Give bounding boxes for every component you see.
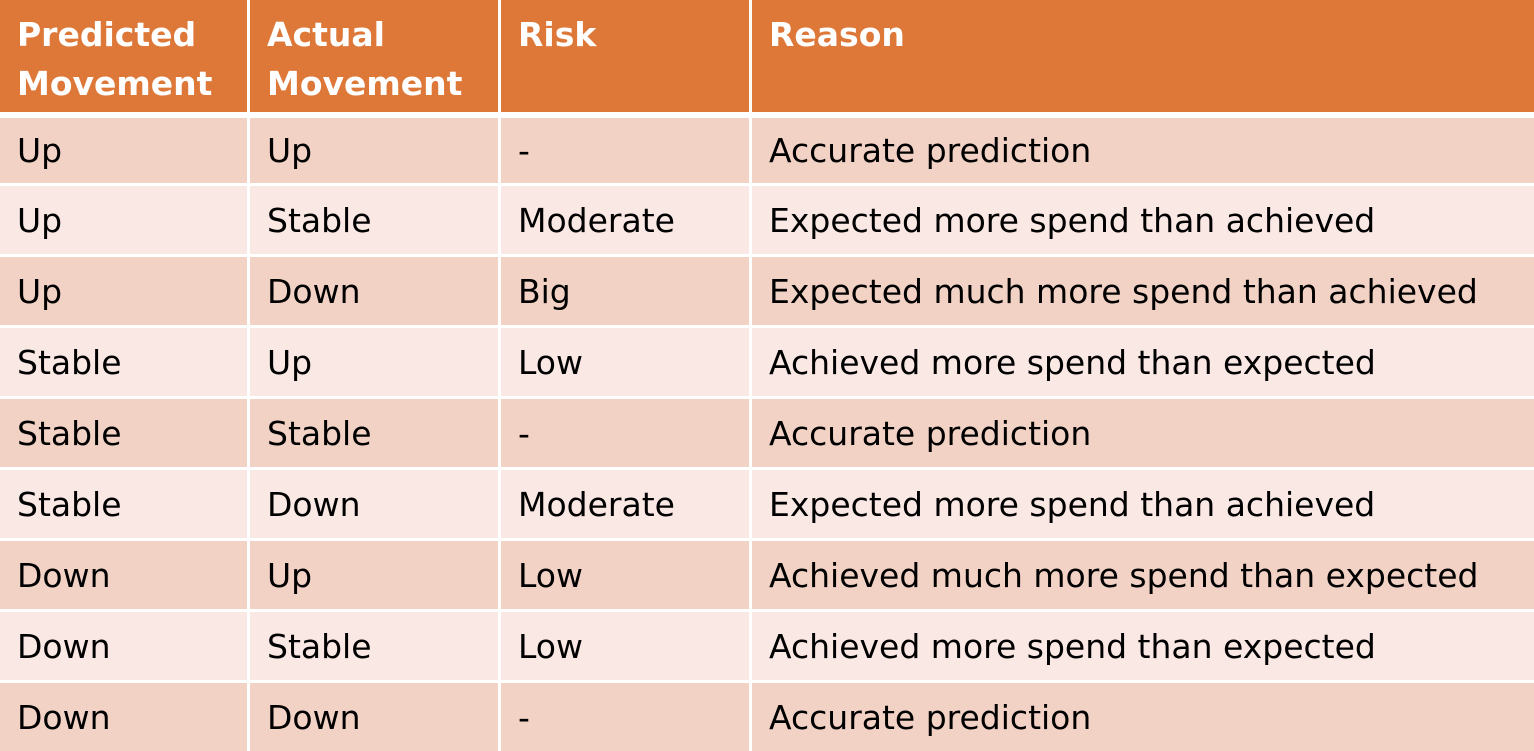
risk-cell: Low	[501, 541, 749, 609]
header-predicted-movement: Predicted Movement	[0, 0, 247, 112]
actual-movement-cell: Down	[250, 257, 498, 325]
actual-movement-cell: Stable	[250, 399, 498, 467]
predicted-movement-cell: Up	[0, 257, 247, 325]
reason-cell: Accurate prediction	[752, 399, 1534, 467]
predicted-movement-cell: Stable	[0, 328, 247, 396]
risk-cell: -	[501, 115, 749, 183]
actual-movement-cell: Down	[250, 470, 498, 538]
predicted-movement-cell: Down	[0, 683, 247, 751]
risk-cell: Moderate	[501, 186, 749, 254]
risk-cell: -	[501, 683, 749, 751]
predicted-movement-cell: Stable	[0, 399, 247, 467]
reason-cell: Expected more spend than achieved	[752, 186, 1534, 254]
actual-movement-cell: Stable	[250, 186, 498, 254]
reason-cell: Achieved much more spend than expected	[752, 541, 1534, 609]
reason-cell: Accurate prediction	[752, 115, 1534, 183]
header-reason: Reason	[752, 0, 1534, 112]
predicted-movement-cell: Up	[0, 186, 247, 254]
actual-movement-cell: Down	[250, 683, 498, 751]
risk-cell: Moderate	[501, 470, 749, 538]
predicted-movement-cell: Stable	[0, 470, 247, 538]
actual-movement-cell: Stable	[250, 612, 498, 680]
actual-movement-cell: Up	[250, 541, 498, 609]
reason-cell: Expected more spend than achieved	[752, 470, 1534, 538]
actual-movement-cell: Up	[250, 115, 498, 183]
risk-cell: Low	[501, 328, 749, 396]
reason-cell: Achieved more spend than expected	[752, 612, 1534, 680]
reason-cell: Accurate prediction	[752, 683, 1534, 751]
header-actual-movement: Actual Movement	[250, 0, 498, 112]
header-risk: Risk	[501, 0, 749, 112]
risk-cell: -	[501, 399, 749, 467]
predicted-movement-cell: Down	[0, 612, 247, 680]
risk-cell: Big	[501, 257, 749, 325]
predicted-movement-cell: Down	[0, 541, 247, 609]
reason-cell: Achieved more spend than expected	[752, 328, 1534, 396]
risk-cell: Low	[501, 612, 749, 680]
actual-movement-cell: Up	[250, 328, 498, 396]
reason-cell: Expected much more spend than achieved	[752, 257, 1534, 325]
predicted-movement-cell: Up	[0, 115, 247, 183]
